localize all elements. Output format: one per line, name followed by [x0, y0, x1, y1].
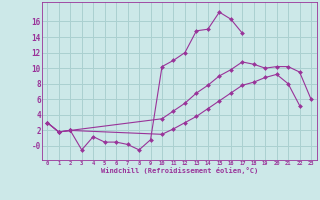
X-axis label: Windchill (Refroidissement éolien,°C): Windchill (Refroidissement éolien,°C): [100, 167, 258, 174]
